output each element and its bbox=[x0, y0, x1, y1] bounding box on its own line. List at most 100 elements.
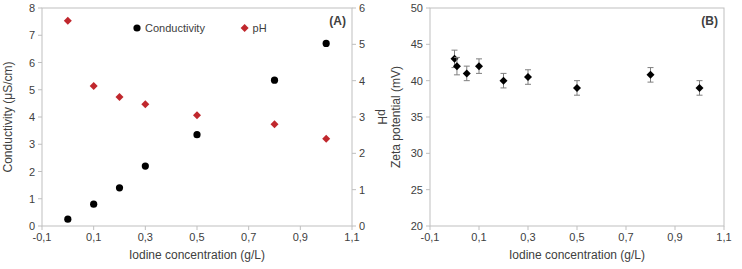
x-tick-label: -0,1 bbox=[33, 231, 52, 243]
y-tick bbox=[426, 153, 430, 154]
y-tick bbox=[38, 89, 42, 90]
x-tick-label: 1,1 bbox=[716, 231, 731, 243]
x-tick-label: 0,7 bbox=[241, 231, 256, 243]
y2-tick bbox=[352, 117, 356, 118]
point bbox=[573, 84, 581, 92]
legend-marker bbox=[241, 24, 249, 32]
y-tick-label: 1 bbox=[29, 193, 35, 205]
point bbox=[271, 77, 278, 84]
x-tick bbox=[577, 226, 578, 230]
x-tick bbox=[430, 226, 431, 230]
y2-tick bbox=[352, 153, 356, 154]
x-tick bbox=[42, 226, 43, 230]
x-tick bbox=[724, 226, 725, 230]
y2-tick bbox=[352, 44, 356, 45]
x-tick-label: 0,5 bbox=[569, 231, 584, 243]
legend-entry: pH bbox=[241, 22, 267, 34]
y-tick-label: 30 bbox=[411, 147, 423, 159]
y2-tick bbox=[352, 226, 356, 227]
point bbox=[142, 162, 149, 169]
y-tick bbox=[38, 35, 42, 36]
y-tick-label: 5 bbox=[29, 84, 35, 96]
x-tick bbox=[300, 226, 301, 230]
y2-tick bbox=[352, 80, 356, 81]
y-tick-label: 35 bbox=[411, 111, 423, 123]
point bbox=[90, 201, 97, 208]
y2-tick-label: 0 bbox=[359, 220, 365, 232]
y-tick-label: 7 bbox=[29, 29, 35, 41]
y-tick bbox=[426, 8, 430, 9]
y-tick-label: 50 bbox=[411, 2, 423, 14]
x-tick-label: 0,9 bbox=[667, 231, 682, 243]
y2-tick-label: 2 bbox=[359, 147, 365, 159]
point bbox=[271, 120, 279, 128]
x-tick bbox=[528, 226, 529, 230]
error-bar bbox=[476, 59, 482, 74]
error-bar bbox=[574, 81, 580, 96]
legend-entry: Conductivity bbox=[133, 22, 205, 34]
y-tick-label: 6 bbox=[29, 57, 35, 69]
point bbox=[647, 71, 655, 79]
y-tick bbox=[38, 144, 42, 145]
point bbox=[116, 184, 123, 191]
y-axis-label: Conductivity (μS/cm) bbox=[1, 62, 15, 173]
x-tick-label: 0,3 bbox=[520, 231, 535, 243]
y-tick-label: 0 bbox=[29, 220, 35, 232]
y-tick-label: 2 bbox=[29, 166, 35, 178]
y-tick bbox=[426, 226, 430, 227]
error-bar bbox=[648, 68, 654, 83]
y2-tick bbox=[352, 8, 356, 9]
point bbox=[524, 73, 532, 81]
x-axis-label: Iodine concentration (g/L) bbox=[129, 248, 265, 262]
figure: -0,10,10,30,50,70,91,10123456780123456Io… bbox=[0, 0, 742, 269]
y-tick bbox=[38, 62, 42, 63]
point bbox=[323, 40, 330, 47]
x-tick bbox=[145, 226, 146, 230]
point bbox=[193, 131, 200, 138]
y2-tick-label: 4 bbox=[359, 75, 365, 87]
x-tick-label: 1,1 bbox=[344, 231, 359, 243]
y-tick-label: 8 bbox=[29, 2, 35, 14]
legend-label: pH bbox=[253, 22, 267, 34]
panel-label: (B) bbox=[701, 14, 718, 28]
point bbox=[453, 62, 461, 70]
y-axis-label: Zeta potential (mV) bbox=[389, 66, 403, 168]
error-bar bbox=[454, 57, 460, 74]
y-tick bbox=[426, 189, 430, 190]
plot-frame bbox=[42, 8, 352, 226]
point bbox=[116, 93, 124, 101]
y-tick bbox=[38, 171, 42, 172]
plot-frame bbox=[430, 8, 724, 226]
y-tick-label: 25 bbox=[411, 184, 423, 196]
point bbox=[193, 111, 201, 119]
error-bar bbox=[501, 73, 507, 88]
point bbox=[475, 62, 483, 70]
error-bar bbox=[525, 70, 531, 85]
legend-marker bbox=[133, 24, 140, 31]
y2-tick-label: 3 bbox=[359, 111, 365, 123]
y-tick bbox=[426, 44, 430, 45]
x-tick bbox=[626, 226, 627, 230]
x-tick bbox=[479, 226, 480, 230]
data-layer bbox=[64, 17, 330, 223]
error-bar bbox=[464, 66, 470, 81]
y-tick bbox=[38, 8, 42, 9]
point bbox=[500, 77, 508, 85]
point bbox=[322, 135, 330, 143]
x-tick-label: 0,9 bbox=[293, 231, 308, 243]
panel: -0,10,10,30,50,70,91,120253035404550Iodi… bbox=[389, 2, 732, 262]
x-tick-label: 0,3 bbox=[138, 231, 153, 243]
x-axis-label: Iodine concentration (g/L) bbox=[509, 248, 645, 262]
x-tick bbox=[197, 226, 198, 230]
point bbox=[463, 69, 471, 77]
y-tick-label: 4 bbox=[29, 111, 35, 123]
y-tick-label: 45 bbox=[411, 38, 423, 50]
x-tick-label: 0,1 bbox=[471, 231, 486, 243]
y-tick bbox=[38, 226, 42, 227]
y-tick bbox=[38, 198, 42, 199]
point bbox=[696, 84, 704, 92]
x-tick-label: -0,1 bbox=[421, 231, 440, 243]
y-tick-label: 40 bbox=[411, 75, 423, 87]
panel: -0,10,10,30,50,70,91,10123456780123456Io… bbox=[1, 2, 389, 262]
x-tick bbox=[248, 226, 249, 230]
